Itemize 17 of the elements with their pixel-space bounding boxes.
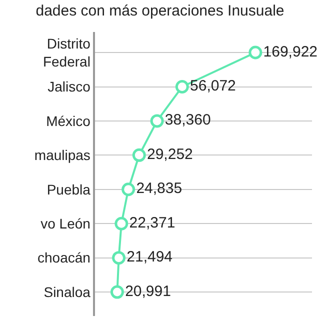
y-tick-label: Distrito Federal [42, 35, 91, 70]
data-label: 56,072 [190, 78, 236, 94]
y-tick-label: vo León [40, 216, 90, 232]
chart-title: dades con más operaciones Inusuale [36, 2, 284, 20]
data-label: 22,371 [129, 214, 176, 232]
y-tick-label: México [46, 112, 91, 129]
y-tick-label: Sinaloa [44, 284, 91, 300]
data-label: 21,494 [126, 248, 173, 266]
data-label: 20,991 [125, 282, 171, 300]
data-label: 29,252 [147, 146, 193, 163]
y-tick-label: Puebla [46, 181, 91, 198]
data-label: 169,922 [263, 43, 318, 60]
y-tick-label: Jalisco [48, 78, 91, 95]
data-label: 24,835 [136, 180, 182, 198]
y-tick-label: choacán [38, 250, 90, 266]
y-tick-label: maulipas [34, 147, 90, 164]
data-label: 38,360 [164, 112, 211, 129]
